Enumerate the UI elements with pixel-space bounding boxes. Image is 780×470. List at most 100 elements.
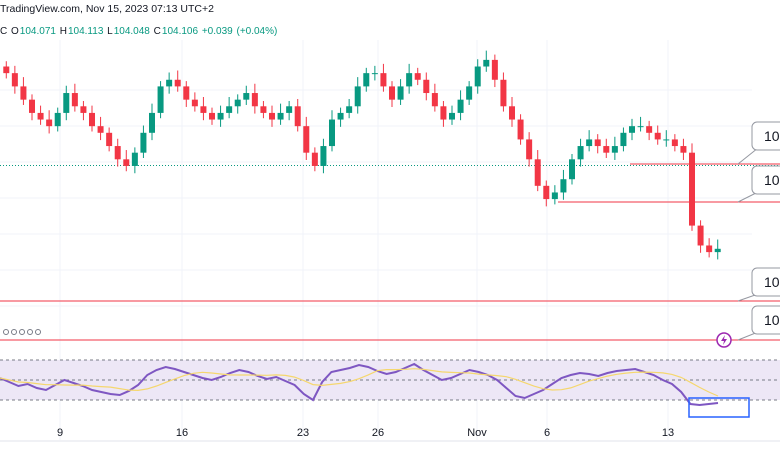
candle-body [406,73,413,87]
candle-body [714,248,721,253]
candle-body [491,59,498,80]
settings-dot [19,329,25,335]
candle-body [449,112,455,120]
header-line: TradingView.com, Nov 15, 2023 07:13 UTC+… [0,3,214,15]
candle-body [371,73,378,75]
candle-body [251,93,258,107]
candle-body [380,73,387,87]
x-tick-label: 9 [57,427,63,439]
candle-body [414,73,421,80]
candle-body [114,146,121,160]
low-value: 104.048 [113,26,150,37]
candles [3,50,721,260]
candle-body [629,126,635,133]
candle-body [217,112,224,120]
ohlc-cut: C [0,26,8,37]
candle-body [37,112,44,120]
open-label: O [11,26,19,37]
grid-lines [0,40,752,440]
price-label-box [751,165,780,195]
price-label-text: 10 [764,128,780,144]
candle-body [226,106,233,113]
oversold-highlight-box [688,397,750,418]
candle-body [671,139,678,147]
candle-body [3,66,10,74]
candle-body [337,112,344,120]
candle-body [269,112,275,120]
candle-body [191,99,198,107]
candle-body [646,126,653,133]
candle-body [97,126,104,133]
candle-body [320,146,327,166]
candle-body [457,99,464,113]
candle-body [200,106,207,113]
alert-bolt [721,335,727,345]
close-label: C [153,26,161,37]
candle-body [29,99,35,113]
candle-body [329,119,335,147]
high-value: 104.113 [67,26,104,37]
candle-body [594,139,601,147]
open-value: 104.071 [19,26,56,37]
candle-body [149,112,155,133]
price-labels[interactable]: 10 10 10 10 [737,121,780,341]
rsi-pane [0,329,780,418]
candle-body [431,93,438,107]
candle-body [89,112,95,127]
label-connector [737,147,759,165]
candle-body [260,106,267,113]
candle-body [294,106,301,127]
x-tick-label: 16 [176,427,188,439]
candle-body [166,79,173,87]
price-label-text: 10 [764,312,780,328]
candle-body [363,73,370,87]
candle-body [346,106,353,113]
price-label-text: 10 [764,274,780,290]
settings-dot [27,329,33,335]
candle-body [131,152,138,166]
candle-body [560,179,567,193]
candle-body [397,86,404,100]
x-tick-label: 26 [372,427,384,439]
candle-body [474,66,481,87]
x-tick-label: 23 [297,427,309,439]
x-tick-label: 6 [544,427,550,439]
candle-body [517,119,524,140]
candle-body [20,86,27,100]
candle-body [303,126,310,153]
alert-lightning-icon[interactable] [716,332,732,348]
candle-body [680,146,687,153]
settings-dot [35,329,41,335]
price-label-box [751,305,780,335]
timestamp-label: Nov 15, 2023 07:13 UTC+2 [85,3,214,15]
candle-body [620,132,627,147]
candle-body [286,106,293,113]
x-tick-label: Nov [467,427,487,439]
candle-body [689,152,695,226]
candle-body [423,79,430,94]
candle-body [63,93,70,113]
candle-body [80,106,87,113]
candle-body [543,185,550,200]
candle-body [603,146,610,153]
candle-body [611,146,618,153]
candle-body [534,159,541,186]
candle-body [157,86,164,113]
candle-body [183,86,190,100]
horizontal-levels [0,163,780,341]
change-pct-value: (+0.04%) [236,26,278,37]
candle-body [551,192,558,200]
candle-body [663,139,670,141]
candle-body [140,132,147,153]
settings-dot [11,329,17,335]
x-tick-label: 13 [662,427,674,439]
candle-body [54,112,61,127]
candle-body [637,126,644,128]
candle-body [46,119,53,127]
candle-body [500,79,507,107]
candle-body [526,139,533,160]
candle-body [71,93,78,107]
x-axis: 9 16 23 26 Nov 6 13 [0,427,780,442]
